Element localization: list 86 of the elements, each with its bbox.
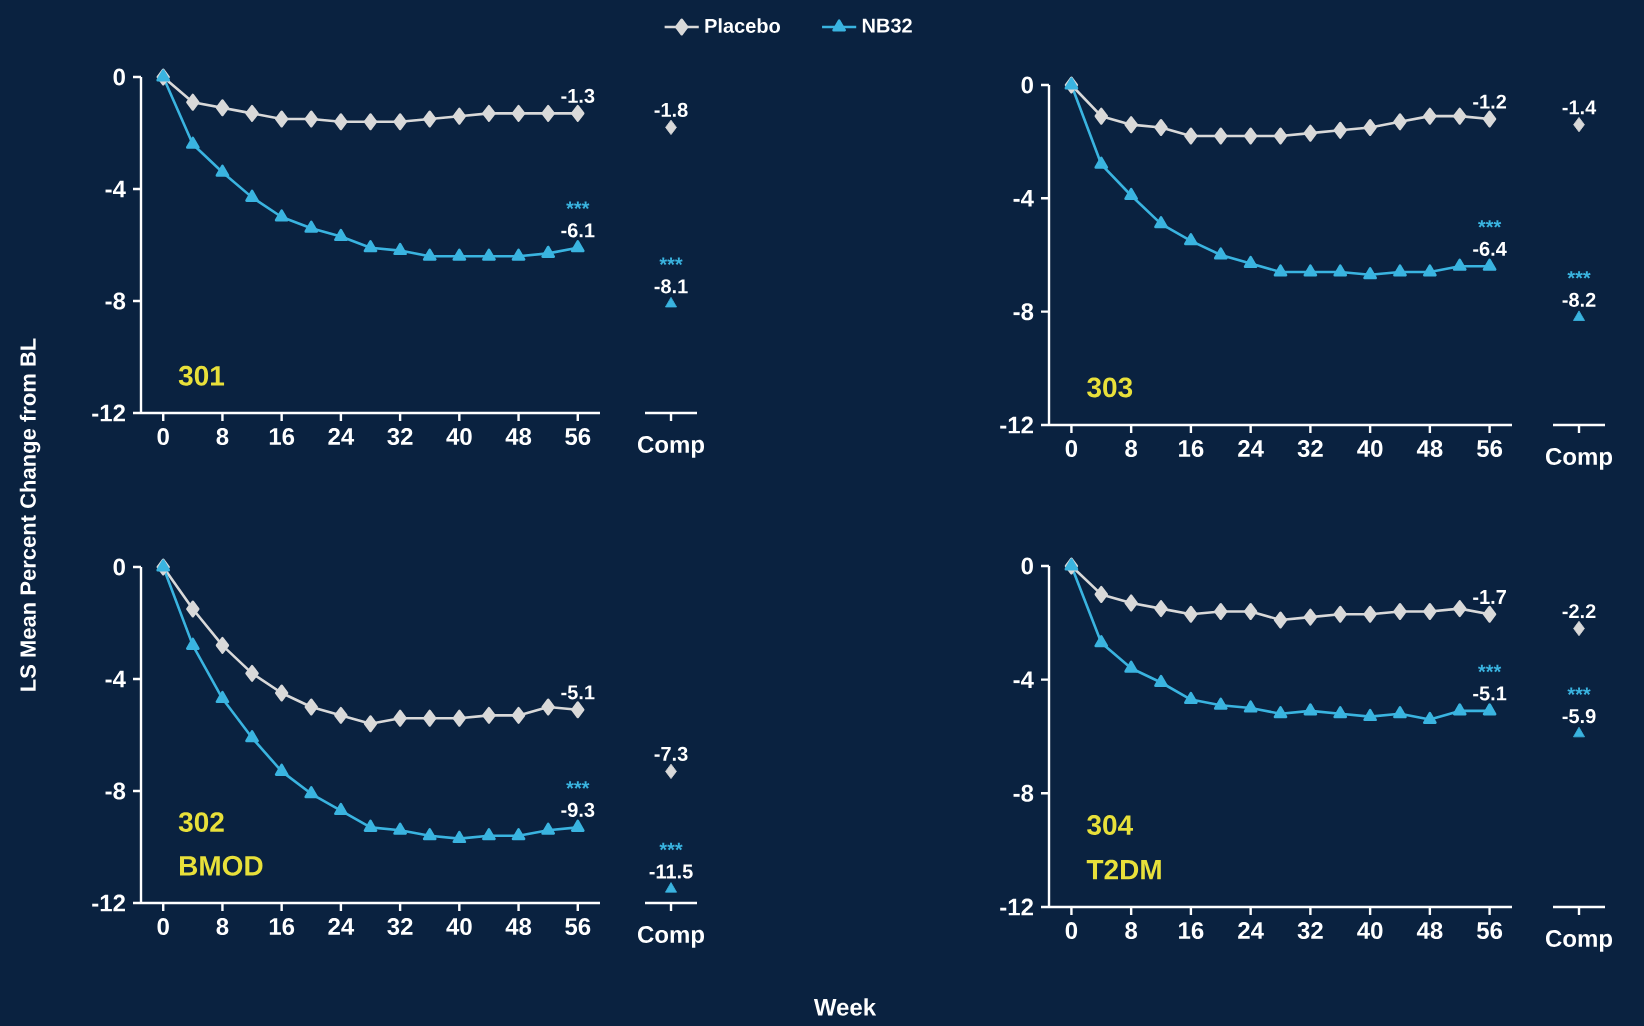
- legend-label: Placebo: [705, 18, 780, 33]
- x-tick-label: 48: [505, 918, 532, 936]
- data-label: -5.1: [1473, 686, 1507, 701]
- x-axis-title: Week: [813, 998, 877, 1016]
- x-tick-label: 8: [216, 428, 229, 446]
- y-tick-label: -12: [1000, 898, 1033, 916]
- y-tick-label: 0: [1021, 76, 1033, 94]
- y-tick-label: -12: [1000, 416, 1033, 434]
- data-label: -1.7: [1473, 590, 1506, 604]
- data-label: -6.4: [1473, 241, 1507, 256]
- x-tick-label: 8: [1125, 922, 1138, 940]
- y-tick-label: -4: [1013, 190, 1034, 207]
- x-tick-label: 0: [1065, 440, 1078, 458]
- y-tick-label: -8: [105, 292, 126, 310]
- x-tick-label: 8: [1125, 440, 1138, 458]
- annotation: ***: [659, 842, 683, 851]
- data-label: -11.5: [649, 864, 693, 879]
- x-tick-label: 32: [1297, 922, 1323, 940]
- x-tick-label: 16: [1179, 440, 1204, 458]
- x-tick-label: 40: [1357, 440, 1383, 458]
- annotation: ***: [566, 781, 590, 789]
- data-label: -1.8: [654, 102, 688, 117]
- annotation: 301: [178, 365, 225, 386]
- y-tick-label: -8: [1013, 784, 1034, 802]
- annotation: ***: [659, 257, 683, 266]
- annotation: 303: [1087, 377, 1133, 398]
- annotation: T2DM: [1086, 859, 1161, 880]
- x-tick-label: 32: [387, 428, 413, 446]
- x-tick-label: 32: [387, 918, 413, 936]
- x-tick-label: 40: [446, 918, 472, 936]
- data-label: -1.2: [1473, 94, 1507, 109]
- data-label: -5.1: [561, 685, 595, 700]
- annotation: ***: [566, 201, 590, 210]
- data-label: -6.1: [561, 223, 595, 238]
- x-tick-label: 56: [1477, 440, 1503, 458]
- x-tick-label: 0: [1065, 922, 1078, 940]
- x-tick-label: 0: [157, 918, 169, 936]
- data-label: -8.2: [1562, 292, 1596, 307]
- data-label: -2.2: [1562, 604, 1596, 619]
- data-label: -1.4: [1562, 100, 1597, 115]
- data-label: -5.9: [1562, 709, 1596, 724]
- x-tick-label: 24: [1238, 440, 1264, 457]
- y-tick-label: -12: [92, 404, 125, 422]
- annotation: BMOD: [180, 855, 263, 876]
- x-tick-label: Comp: [1545, 930, 1613, 952]
- y-tick-label: 0: [1021, 557, 1033, 575]
- x-tick-label: 48: [1416, 440, 1443, 458]
- data-label: -7.3: [654, 746, 688, 761]
- x-tick-label: Comp: [637, 436, 705, 458]
- data-label: -8.1: [654, 279, 688, 294]
- x-tick-label: 40: [1357, 922, 1383, 940]
- x-tick-label: 16: [1179, 922, 1204, 940]
- y-tick-label: -8: [105, 782, 126, 800]
- x-tick-label: 48: [1416, 922, 1443, 940]
- x-tick-label: 56: [565, 428, 591, 446]
- y-tick-label: -8: [1013, 303, 1034, 321]
- x-tick-label: 24: [328, 918, 355, 935]
- x-tick-label: 16: [269, 428, 295, 446]
- x-tick-label: 48: [505, 428, 532, 446]
- annotation: ***: [1567, 271, 1591, 279]
- y-tick-label: -4: [105, 180, 126, 198]
- annotation: ***: [1567, 687, 1591, 695]
- x-tick-label: 0: [157, 428, 169, 446]
- x-tick-label: Comp: [637, 926, 705, 948]
- y-tick-label: -4: [105, 670, 126, 688]
- x-tick-label: 32: [1297, 440, 1323, 458]
- x-tick-label: 24: [1238, 922, 1264, 939]
- annotation: 304: [1087, 815, 1134, 835]
- x-tick-label: Comp: [1545, 448, 1613, 470]
- y-tick-label: 0: [113, 558, 125, 576]
- annotation: ***: [1477, 664, 1502, 673]
- annotation: ***: [1477, 220, 1502, 228]
- y-axis-title: LS Mean Percent Change from BL: [19, 338, 41, 691]
- x-tick-label: 56: [565, 918, 591, 936]
- y-tick-label: 0: [113, 68, 125, 86]
- y-tick-label: -4: [1013, 671, 1034, 688]
- x-tick-label: 24: [328, 428, 355, 445]
- x-tick-label: 40: [446, 428, 472, 446]
- x-tick-label: 56: [1477, 922, 1503, 940]
- y-tick-label: -12: [92, 894, 125, 912]
- legend-label: NB32: [862, 18, 912, 33]
- annotation: 302: [178, 812, 224, 833]
- x-tick-label: 16: [269, 918, 295, 936]
- x-tick-label: 8: [216, 918, 229, 936]
- data-label: -9.3: [561, 802, 595, 817]
- data-label: -1.3: [561, 88, 595, 103]
